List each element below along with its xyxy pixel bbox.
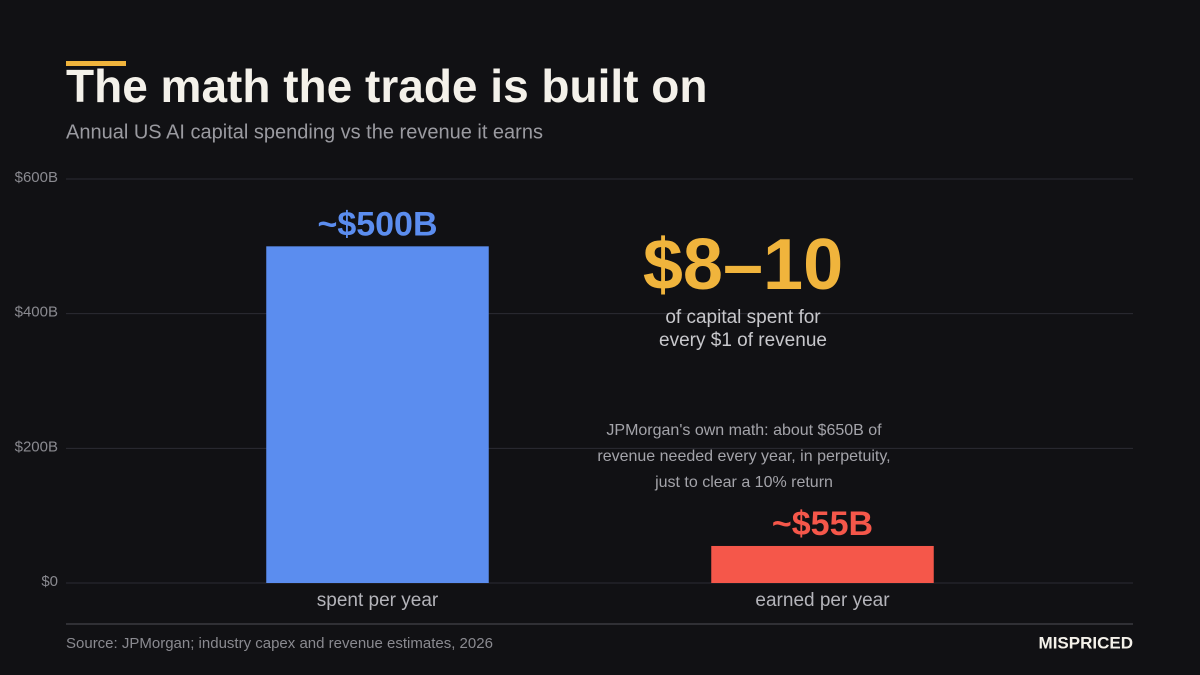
bar: [711, 545, 934, 583]
callout-headline: $8–10: [643, 225, 843, 305]
x-tick-label: spent per year: [317, 590, 439, 611]
source: Source: JPMorgan; industry capex and rev…: [66, 635, 493, 652]
y-tick-label: $200B: [15, 438, 58, 455]
value-label: ~$500B: [317, 205, 437, 243]
note-line: revenue needed every year, in perpetuity…: [597, 448, 890, 465]
note-line: JPMorgan's own math: about $650B of: [606, 422, 882, 439]
callout-line: every $1 of revenue: [659, 330, 827, 351]
y-tick-label: $600B: [15, 169, 58, 186]
y-tick-label: $0: [41, 573, 58, 590]
value-label: ~$55B: [772, 505, 873, 543]
brand: MISPRICED: [1039, 633, 1133, 652]
bar: [266, 246, 489, 584]
accent-bar: [66, 61, 126, 66]
callout-line: of capital spent for: [665, 307, 821, 328]
note-line: just to clear a 10% return: [654, 474, 833, 491]
chart-title: The math the trade is built on: [66, 60, 707, 112]
y-tick-label: $400B: [15, 304, 58, 321]
x-tick-label: earned per year: [755, 590, 890, 611]
chart-subtitle: Annual US AI capital spending vs the rev…: [66, 121, 543, 143]
